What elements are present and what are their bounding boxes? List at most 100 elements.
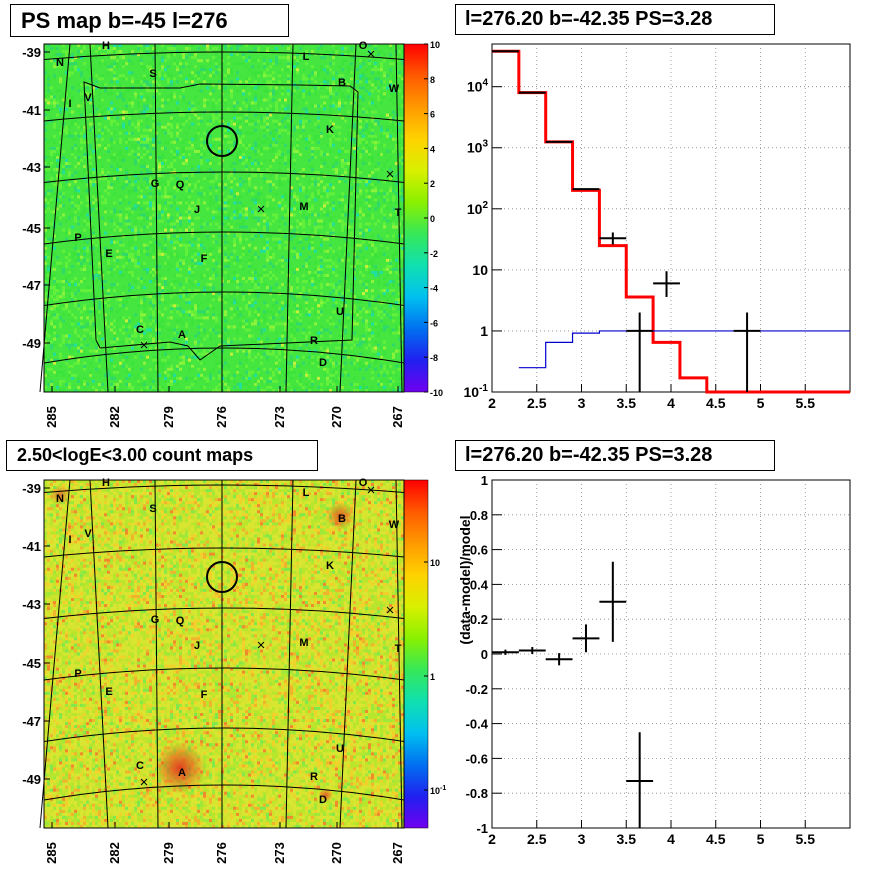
map-x-tick-label: 285 xyxy=(44,842,59,864)
source-label-E: E xyxy=(105,248,112,260)
residual-x-tick-label: 2 xyxy=(488,831,496,847)
map-x-tick-label: 285 xyxy=(44,406,59,428)
source-label-W: W xyxy=(389,519,400,531)
source-label-M: M xyxy=(299,201,308,213)
spectrum-x-tick-label: 4 xyxy=(667,395,675,411)
map-x-tick-label: 270 xyxy=(329,842,344,864)
spectrum-x-tick-label: 5.5 xyxy=(796,395,816,411)
colorbar-tick-label: 1 xyxy=(430,672,435,682)
map-y-tick-label: -49 xyxy=(22,336,41,351)
colorbar-tick-label: 10 xyxy=(430,558,440,568)
map-y-tick-label: -43 xyxy=(22,597,41,612)
map-x-tick-label: 282 xyxy=(107,406,122,428)
source-label-D: D xyxy=(319,357,327,369)
colorbar-tick-label: -6 xyxy=(430,318,438,328)
colorbar-tick-label: -2 xyxy=(430,249,438,259)
residual-x-tick-label: 4 xyxy=(667,831,675,847)
source-label-D: D xyxy=(319,794,327,806)
source-label-Q: Q xyxy=(176,179,185,191)
spectrum-y-tick-label: 1 xyxy=(480,323,488,339)
source-label-U: U xyxy=(336,743,344,755)
colorbar-tick-label: 10-1 xyxy=(430,785,446,796)
source-label-V: V xyxy=(84,92,92,104)
spectrum-x-tick-label: 3 xyxy=(578,395,586,411)
map-x-tick-label: 267 xyxy=(390,842,405,864)
map-y-tick-label: -41 xyxy=(22,103,41,118)
spectrum-x-tick-label: 2.5 xyxy=(527,395,547,411)
map-x-tick-label: 273 xyxy=(272,406,287,428)
source-label-B: B xyxy=(338,513,346,525)
map-y-tick-label: -47 xyxy=(22,714,41,729)
residual-x-tick-label: 2.5 xyxy=(527,831,547,847)
map-y-tick-label: -41 xyxy=(22,539,41,554)
source-label-E: E xyxy=(105,686,112,698)
residual-x-tick-label: 5.5 xyxy=(796,831,816,847)
source-label-T: T xyxy=(395,207,402,219)
spectrum-x-tick-label: 4.5 xyxy=(706,395,726,411)
source-label-L: L xyxy=(303,51,310,63)
colorbar-tick-label: 6 xyxy=(430,110,435,120)
map-x-tick-label: 276 xyxy=(214,406,229,428)
source-label-G: G xyxy=(151,178,160,190)
colorbar-tick-label: 8 xyxy=(430,75,435,85)
map-x-tick-label: 282 xyxy=(107,842,122,864)
map-x-tick-label: 279 xyxy=(161,406,176,428)
residual-y-axis-label: (data-model)/model xyxy=(457,515,473,644)
source-label-R: R xyxy=(310,771,318,783)
colorbar-tick-label: 4 xyxy=(430,144,435,154)
source-label-F: F xyxy=(201,689,208,701)
spectrum-y-tick-label: 104 xyxy=(467,78,489,95)
residual-y-tick-label: -0.6 xyxy=(466,751,488,766)
colorbar-tick-label: -4 xyxy=(430,284,438,294)
source-label-T: T xyxy=(395,643,402,655)
source-label-V: V xyxy=(84,528,92,540)
source-label-B: B xyxy=(338,77,346,89)
map-y-tick-label: -43 xyxy=(22,160,41,175)
source-label-P: P xyxy=(74,232,81,244)
map-y-tick-label: -39 xyxy=(22,481,41,496)
colorbar-counts xyxy=(404,480,428,828)
source-label-J: J xyxy=(194,204,200,216)
source-label-I: I xyxy=(68,534,71,546)
residual-y-tick-label: -0.4 xyxy=(466,717,489,732)
map-y-tick-label: -45 xyxy=(22,656,41,671)
residual-y-tick-label: -1 xyxy=(476,821,488,836)
map-x-tick-label: 276 xyxy=(214,842,229,864)
source-label-H: H xyxy=(102,40,110,52)
source-label-N: N xyxy=(56,57,64,69)
source-label-I: I xyxy=(68,98,71,110)
map-y-tick-label: -39 xyxy=(22,45,41,60)
source-label-Q: Q xyxy=(176,615,185,627)
spectrum-y-tick-label: 10-1 xyxy=(464,383,489,400)
sky-map-1 xyxy=(40,480,404,828)
spectrum-y-tick-label: 102 xyxy=(467,200,489,217)
source-label-O: O xyxy=(359,40,368,52)
source-label-C: C xyxy=(136,760,144,772)
map-x-tick-label: 267 xyxy=(390,406,405,428)
source-label-G: G xyxy=(151,614,160,626)
source-label-N: N xyxy=(56,493,64,505)
spectrum-x-tick-label: 3.5 xyxy=(617,395,637,411)
spectrum-y-tick-label: 103 xyxy=(467,139,489,156)
colorbar-tick-label: 2 xyxy=(430,179,435,189)
source-label-W: W xyxy=(389,83,400,95)
source-label-S: S xyxy=(149,503,156,515)
source-label-C: C xyxy=(136,324,144,336)
residual-x-tick-label: 5 xyxy=(757,831,765,847)
spectrum-x-tick-label: 2 xyxy=(488,395,496,411)
source-label-A: A xyxy=(178,329,186,341)
colorbar-tick-label: -10 xyxy=(430,388,443,398)
colorbar-tick-label: 10 xyxy=(430,40,440,50)
source-label-O: O xyxy=(359,477,368,489)
residual-y-tick-label: -0.8 xyxy=(466,786,488,801)
source-label-J: J xyxy=(194,640,200,652)
source-label-M: M xyxy=(299,637,308,649)
map-x-tick-label: 273 xyxy=(272,842,287,864)
source-label-K: K xyxy=(326,124,334,136)
source-label-P: P xyxy=(74,668,81,680)
residual-x-tick-label: 3 xyxy=(578,831,586,847)
map-x-tick-label: 270 xyxy=(329,406,344,428)
residual-y-tick-label: -0.2 xyxy=(466,682,488,697)
residual-x-tick-label: 4.5 xyxy=(706,831,726,847)
source-label-L: L xyxy=(303,487,310,499)
